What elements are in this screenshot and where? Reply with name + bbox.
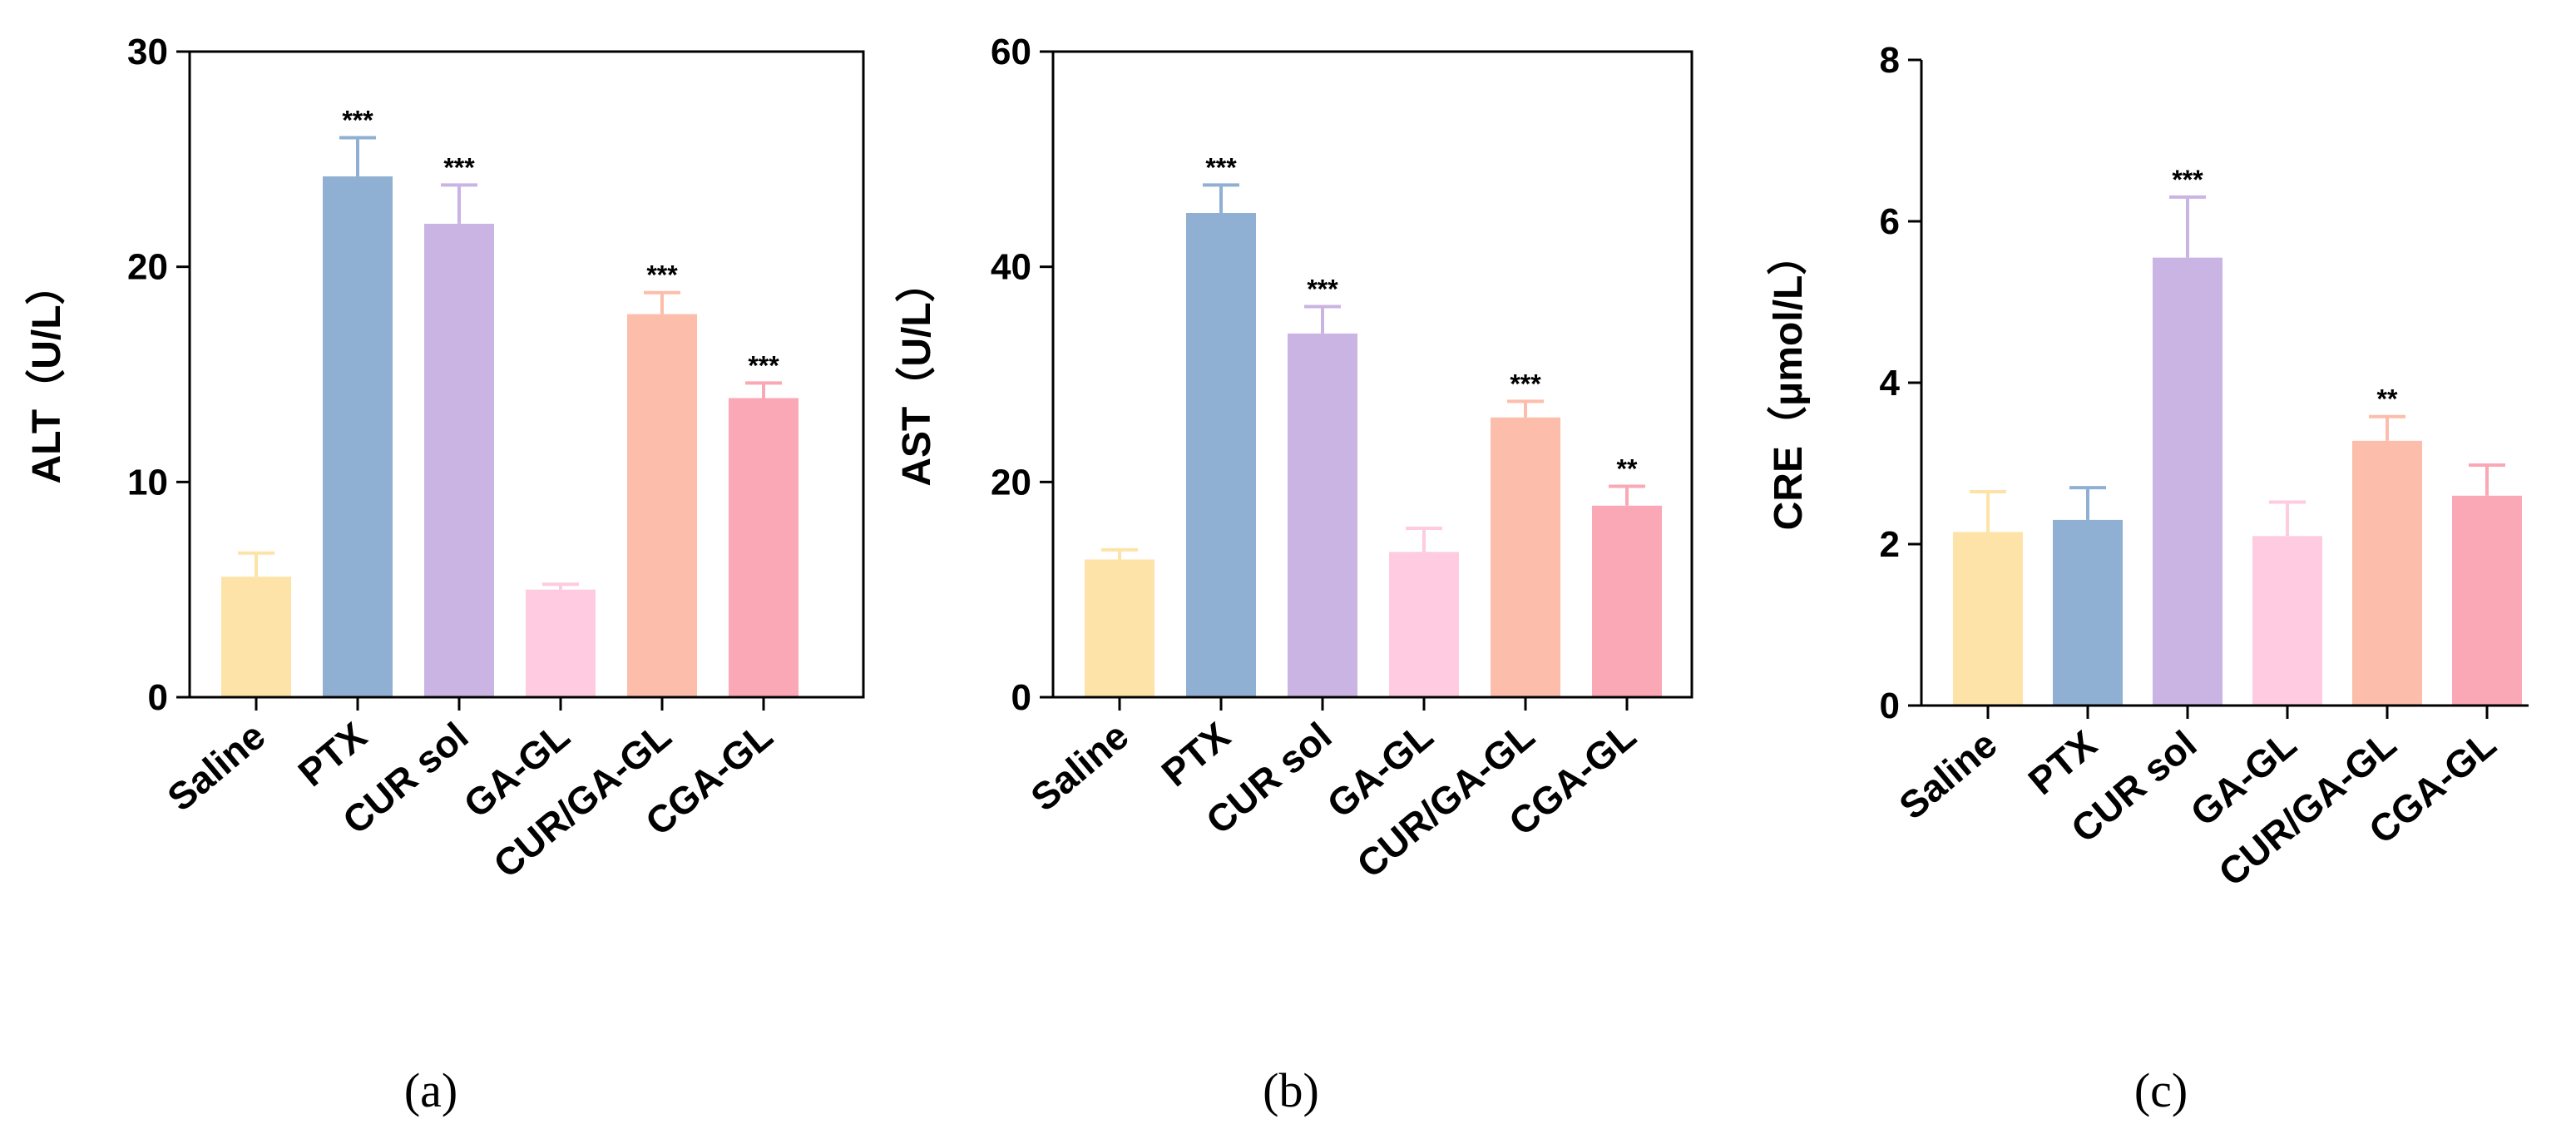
bar-ga-gl <box>2252 536 2322 706</box>
y-axis-title: CRE（μmol/L） <box>1767 235 1811 531</box>
bar-cur-ga-gl <box>627 314 697 697</box>
x-category-label: Saline <box>1891 722 2005 828</box>
y-tick-label: 40 <box>991 247 1031 288</box>
panel-label: (c) <box>2134 1063 2188 1117</box>
significance-label: *** <box>748 350 779 380</box>
y-tick-label: 0 <box>148 677 168 718</box>
y-tick-label: 2 <box>1880 524 1900 565</box>
significance-label: *** <box>342 105 373 135</box>
significance-label: *** <box>443 152 475 182</box>
bar-ga-gl <box>1389 552 1459 697</box>
significance-label: ** <box>1617 454 1638 484</box>
significance-label: *** <box>1307 275 1338 305</box>
axes-frame <box>188 50 865 699</box>
bar-cga-gl <box>1592 505 1662 697</box>
x-category-label: Saline <box>159 714 273 820</box>
bar-ptx <box>323 176 393 697</box>
x-category-label: PTX <box>1153 714 1238 795</box>
bar-cur-sol <box>2153 257 2222 706</box>
y-axis-title: AST（U/L） <box>895 262 939 486</box>
bar-saline <box>1085 559 1155 697</box>
significance-label: ** <box>2377 384 2398 414</box>
y-tick-label: 20 <box>991 462 1031 503</box>
y-axis-title: ALT（U/L） <box>25 265 69 483</box>
y-tick-label: 10 <box>127 462 168 503</box>
significance-label: *** <box>646 260 678 290</box>
y-tick-label: 0 <box>1880 686 1900 726</box>
bar-ptx <box>1186 213 1256 697</box>
bar-cur-ga-gl <box>1491 417 1560 697</box>
x-category-label: Saline <box>1022 714 1136 820</box>
bar-saline <box>221 577 291 697</box>
significance-label: *** <box>1205 152 1237 182</box>
panel-label: (b) <box>1263 1063 1319 1117</box>
bar-cur-sol <box>1288 333 1357 697</box>
x-category-label: PTX <box>289 714 374 795</box>
panel-label: (a) <box>404 1063 457 1117</box>
significance-label: *** <box>1510 369 1541 399</box>
y-tick-label: 20 <box>127 247 168 288</box>
y-tick-label: 6 <box>1880 201 1900 242</box>
bar-cur-sol <box>424 223 494 697</box>
x-category-label: PTX <box>2020 722 2104 804</box>
y-tick-label: 60 <box>991 32 1031 72</box>
axes-frame <box>1051 50 1693 699</box>
bar-ga-gl <box>526 589 596 697</box>
bar-cur-ga-gl <box>2352 440 2422 706</box>
y-tick-label: 4 <box>1880 363 1901 404</box>
bar-saline <box>1953 532 2023 706</box>
y-tick-label: 0 <box>1011 677 1031 718</box>
significance-label: *** <box>2172 165 2203 195</box>
bar-cga-gl <box>729 398 799 697</box>
y-tick-label: 8 <box>1880 40 1900 81</box>
bar-cga-gl <box>2452 495 2522 706</box>
y-tick-label: 30 <box>127 32 168 72</box>
bar-ptx <box>2053 519 2123 706</box>
